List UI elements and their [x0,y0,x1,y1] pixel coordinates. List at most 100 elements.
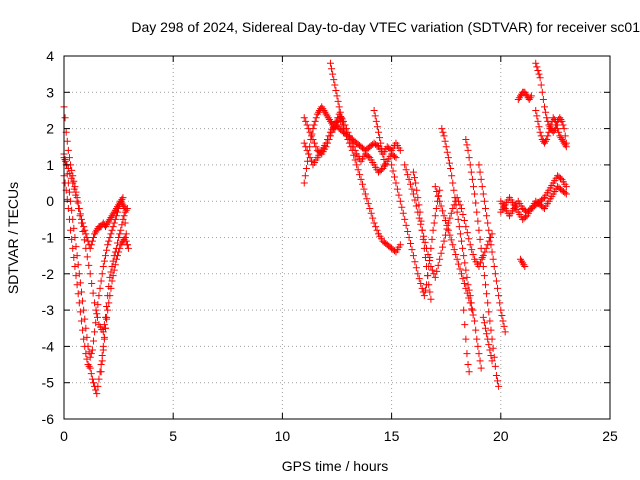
data-point [522,90,530,98]
data-point [436,186,444,194]
data-point [75,270,83,278]
data-point [463,141,471,149]
data-point [495,292,503,300]
data-point [460,279,468,287]
data-point [104,292,112,300]
data-point [120,203,128,211]
data-point [109,223,117,231]
data-point [115,204,123,212]
data-point [557,116,565,124]
data-point [80,236,88,244]
data-point [532,106,540,114]
data-point [526,94,534,102]
x-tick-label: 25 [602,428,618,444]
data-point [86,353,94,361]
data-point [496,299,504,307]
data-point [350,151,358,159]
data-point [68,206,76,214]
data-point [107,268,115,276]
data-point [482,204,490,212]
data-point [378,145,386,153]
data-point [399,209,407,217]
data-point [369,214,377,222]
data-point [439,207,447,215]
data-point [550,116,558,124]
data-point [71,234,79,241]
data-point [86,270,94,278]
data-point [419,235,427,243]
data-point [89,234,97,241]
data-point [101,252,109,260]
data-point [392,179,400,187]
data-point [535,123,543,131]
data-point [105,217,113,225]
data-point [85,261,93,269]
data-point [484,335,492,343]
data-point [372,117,380,125]
data-point [501,328,509,336]
data-point [311,117,319,125]
data-point [108,263,116,271]
data-point [494,377,502,385]
data-point [488,230,496,238]
data-point [407,240,415,248]
data-point [379,150,387,158]
data-point [93,313,101,321]
data-point [302,143,310,151]
data-point [485,308,493,316]
data-point [122,230,130,238]
data-point [465,286,473,294]
data-point [121,234,129,241]
data-point [396,241,404,249]
data-point [104,219,112,227]
data-point [405,234,413,241]
data-point [519,259,527,267]
data-point [389,167,397,175]
data-point [105,283,113,291]
data-point [69,179,77,187]
data-point [372,223,380,231]
data-point [118,199,126,207]
data-point [120,212,128,220]
data-point [515,94,523,102]
data-point [108,226,116,234]
data-point [485,226,493,234]
data-point [443,221,451,229]
data-point [462,284,470,292]
data-point [371,112,379,120]
data-point [325,116,333,124]
data-point [117,197,125,205]
data-point [544,132,552,140]
data-point [396,146,404,154]
data-point [414,270,422,278]
data-point [456,265,464,273]
data-point [412,264,420,272]
data-point [468,306,476,314]
data-point [324,139,332,147]
data-point [459,275,467,283]
data-point [300,179,308,187]
data-point [539,96,547,104]
data-point [436,197,444,205]
data-point [67,226,75,234]
data-point [121,208,129,216]
data-point [465,235,473,243]
data-point [386,145,394,153]
data-point [103,302,111,310]
data-point [436,255,444,263]
data-point [464,361,472,369]
data-point [474,342,482,350]
data-point [354,166,362,174]
data-point [93,390,101,398]
data-point [487,241,495,249]
data-point [420,292,428,300]
data-point [433,267,441,275]
data-point [351,146,359,154]
data-point [64,204,72,212]
data-point [64,165,72,173]
data-point [479,190,487,198]
data-point [455,260,463,268]
data-point [306,154,314,162]
data-point [97,277,105,285]
data-point [438,125,446,133]
